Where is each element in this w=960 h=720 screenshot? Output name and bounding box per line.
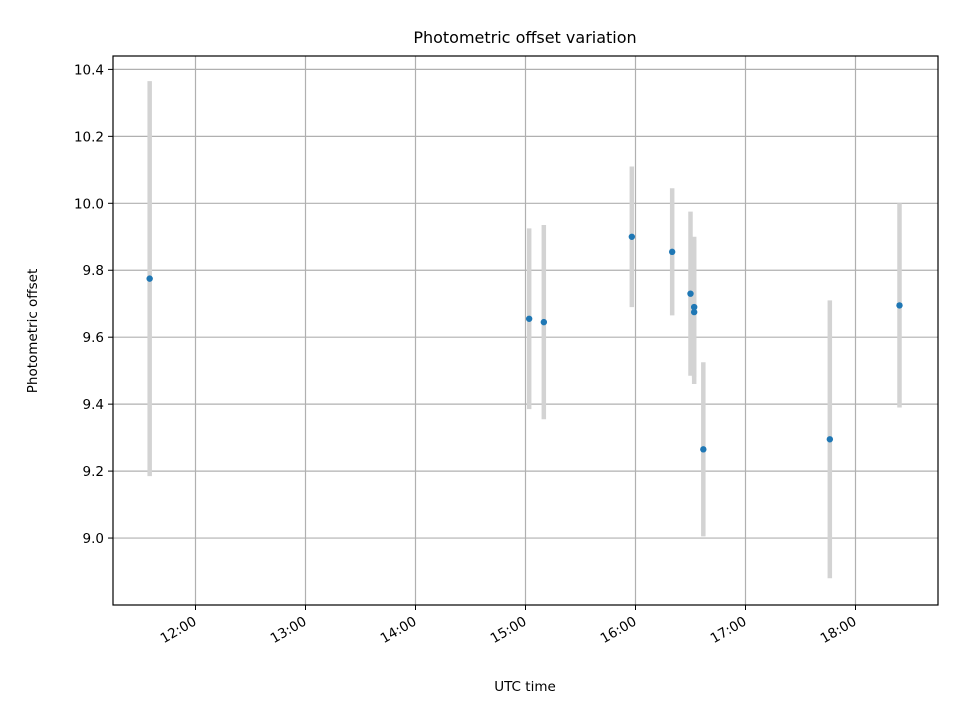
data-point [896,302,903,309]
y-tick-label: 9.2 [83,464,104,480]
y-tick-label: 10.2 [74,129,104,145]
x-axis-label: UTC time [494,679,556,695]
data-point [690,303,698,311]
data-point [826,436,834,443]
data-point [687,290,694,297]
y-tick-label: 9.6 [83,330,104,346]
data-point [628,233,636,240]
y-axis-label: Photometric offset [25,269,41,393]
y-ticks: 9.0 9.2 9.4 9.6 9.8 10.0 10.2 10.4 [74,62,113,547]
data-point [146,275,153,282]
y-tick-label: 9.8 [83,263,104,279]
y-tick-label: 10.4 [74,62,104,78]
y-tick-label: 9.0 [83,531,104,547]
y-tick-label: 9.4 [83,397,104,413]
y-tick-label: 10.0 [74,196,104,212]
data-point [700,446,707,453]
data-point [525,315,533,322]
data-point [540,318,548,326]
data-points [146,233,903,453]
data-point [690,308,698,316]
data-point [668,248,676,256]
chart-title: Photometric offset variation [413,28,636,47]
grid [113,56,938,605]
